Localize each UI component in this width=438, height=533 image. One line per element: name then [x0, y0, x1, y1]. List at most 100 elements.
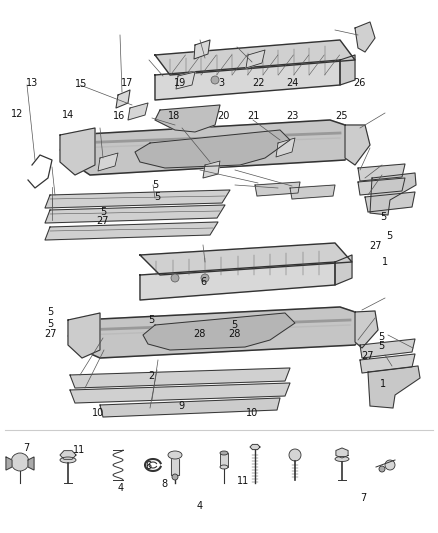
Polygon shape — [176, 72, 195, 89]
Text: 11: 11 — [237, 476, 249, 486]
Polygon shape — [255, 182, 300, 196]
Text: 28: 28 — [228, 329, 240, 339]
Circle shape — [171, 274, 179, 282]
Circle shape — [181, 76, 189, 84]
Circle shape — [172, 474, 178, 480]
Text: 17: 17 — [121, 78, 133, 87]
Polygon shape — [140, 243, 352, 275]
Circle shape — [11, 453, 29, 471]
Polygon shape — [45, 205, 225, 223]
Polygon shape — [194, 40, 210, 59]
Polygon shape — [45, 222, 218, 240]
Polygon shape — [100, 398, 280, 417]
Polygon shape — [355, 22, 375, 52]
Text: 11: 11 — [73, 446, 85, 455]
Text: 5: 5 — [380, 213, 386, 222]
Text: 5: 5 — [231, 320, 237, 330]
Polygon shape — [360, 339, 415, 358]
Text: 5: 5 — [378, 332, 384, 342]
Polygon shape — [143, 313, 295, 350]
Polygon shape — [116, 90, 130, 108]
Text: 25: 25 — [336, 111, 348, 121]
Polygon shape — [68, 307, 370, 358]
Polygon shape — [370, 173, 416, 215]
Ellipse shape — [220, 465, 228, 469]
Polygon shape — [155, 40, 355, 75]
Text: 18: 18 — [168, 111, 180, 121]
Polygon shape — [368, 366, 420, 408]
Polygon shape — [340, 55, 355, 85]
Text: 7: 7 — [360, 494, 367, 503]
Circle shape — [385, 460, 395, 470]
Text: 12: 12 — [11, 109, 24, 118]
Text: 15: 15 — [75, 79, 87, 89]
Polygon shape — [68, 313, 100, 358]
Text: 6: 6 — [146, 462, 152, 471]
Text: 27: 27 — [97, 216, 109, 226]
Circle shape — [289, 449, 301, 461]
Polygon shape — [290, 185, 335, 199]
Text: 1: 1 — [381, 257, 388, 267]
Polygon shape — [45, 190, 230, 208]
Ellipse shape — [335, 456, 349, 462]
Circle shape — [211, 76, 219, 84]
Text: 5: 5 — [155, 192, 161, 202]
Polygon shape — [345, 125, 370, 165]
Polygon shape — [355, 311, 378, 348]
Bar — [220, 453, 228, 467]
Text: 4: 4 — [196, 502, 202, 511]
Polygon shape — [60, 451, 76, 459]
Text: 14: 14 — [62, 110, 74, 119]
Text: 4: 4 — [117, 483, 124, 492]
Polygon shape — [135, 130, 290, 168]
Text: 10: 10 — [246, 408, 258, 418]
Text: 9: 9 — [179, 401, 185, 411]
Text: 27: 27 — [362, 351, 374, 361]
Polygon shape — [28, 457, 34, 470]
Text: 5: 5 — [378, 342, 384, 351]
Text: 5: 5 — [152, 181, 159, 190]
Polygon shape — [155, 105, 220, 132]
Text: 13: 13 — [26, 78, 38, 88]
Text: 20: 20 — [217, 111, 230, 121]
Polygon shape — [155, 60, 340, 100]
Text: 23: 23 — [286, 111, 299, 121]
Text: 19: 19 — [173, 78, 186, 87]
Polygon shape — [6, 457, 12, 470]
Polygon shape — [98, 153, 118, 171]
Polygon shape — [140, 262, 335, 300]
Polygon shape — [70, 383, 290, 403]
Polygon shape — [246, 50, 265, 68]
Polygon shape — [250, 445, 260, 450]
Text: 3: 3 — [218, 78, 224, 87]
Polygon shape — [60, 120, 360, 175]
Polygon shape — [358, 164, 405, 181]
Text: 8: 8 — [161, 479, 167, 489]
Polygon shape — [360, 354, 415, 373]
Polygon shape — [203, 161, 220, 178]
Text: 10: 10 — [92, 408, 105, 418]
Text: 1: 1 — [380, 379, 386, 389]
Text: 2: 2 — [148, 371, 154, 381]
Text: 7: 7 — [23, 443, 29, 453]
Text: 26: 26 — [353, 78, 365, 87]
Polygon shape — [128, 103, 148, 120]
Text: 5: 5 — [47, 319, 53, 328]
Text: 28: 28 — [193, 329, 205, 339]
Polygon shape — [70, 368, 290, 388]
Circle shape — [379, 466, 385, 472]
Text: 21: 21 — [247, 111, 259, 121]
Polygon shape — [171, 459, 179, 475]
Polygon shape — [335, 255, 352, 285]
Polygon shape — [276, 138, 295, 157]
Text: 5: 5 — [148, 315, 154, 325]
Ellipse shape — [168, 451, 182, 459]
Text: 24: 24 — [286, 78, 299, 87]
Ellipse shape — [220, 451, 228, 455]
Text: 22: 22 — [252, 78, 265, 87]
Circle shape — [201, 274, 209, 282]
Text: 27: 27 — [370, 241, 382, 251]
Text: 27: 27 — [44, 329, 57, 339]
Text: 6: 6 — [201, 278, 207, 287]
Polygon shape — [365, 192, 415, 212]
